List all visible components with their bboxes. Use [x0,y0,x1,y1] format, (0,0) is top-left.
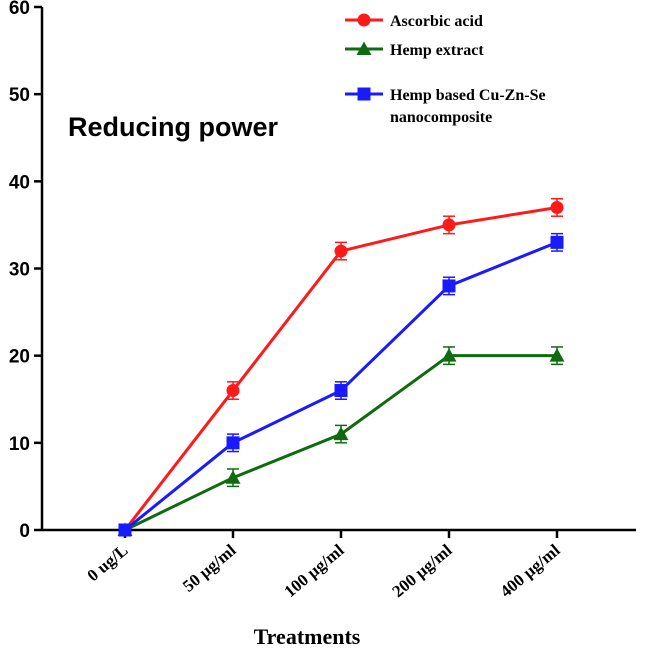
data-point [333,426,349,441]
data-point [549,348,565,362]
data-point [225,470,241,484]
chart-title: Reducing power [68,112,279,142]
y-tick-label: 60 [9,0,30,19]
legend-item: Hemp based Cu-Zn-Se nanocomposite [345,87,546,126]
x-tick-label: 50 µg/ml [179,540,240,595]
y-tick-label: 30 [9,260,30,281]
data-point [226,436,240,450]
series-triangle [117,346,565,536]
legend-item: Ascorbic acid [345,13,483,30]
data-point [550,200,564,214]
y-tick-label: 50 [9,85,30,106]
legend-marker [357,87,371,101]
legend-marker [357,13,371,27]
data-point [442,279,456,293]
y-tick-label: 0 [19,521,30,542]
legend-label: Hemp based Cu-Zn-Se [390,87,546,104]
x-tick-label: 400 µg/ml [496,540,563,601]
legend-marker [356,41,372,55]
x-tick-label: 200 µg/ml [388,540,455,601]
y-tick-label: 40 [9,172,30,193]
series-square [118,232,564,537]
data-point [442,218,456,232]
legend-label: Hemp extract [390,42,484,59]
data-point [441,348,457,362]
legend-item: Hemp extract [345,41,484,59]
data-point [550,235,564,249]
legend: Ascorbic acid Hemp extract Hemp based Cu-Z… [345,13,546,126]
data-point [334,244,348,258]
series-circle [118,198,564,537]
data-point [334,384,348,398]
data-point [226,384,240,398]
data-point [118,523,132,537]
x-tick-label: 100 µg/ml [280,540,347,601]
y-tick-label: 20 [9,347,30,368]
y-tick-label: 10 [9,434,30,455]
x-tick-label: 0 ug/L [84,541,132,586]
legend-label: nanocomposite [390,109,492,126]
legend-label: Ascorbic acid [390,13,483,30]
x-axis-title: Treatments [254,624,361,649]
